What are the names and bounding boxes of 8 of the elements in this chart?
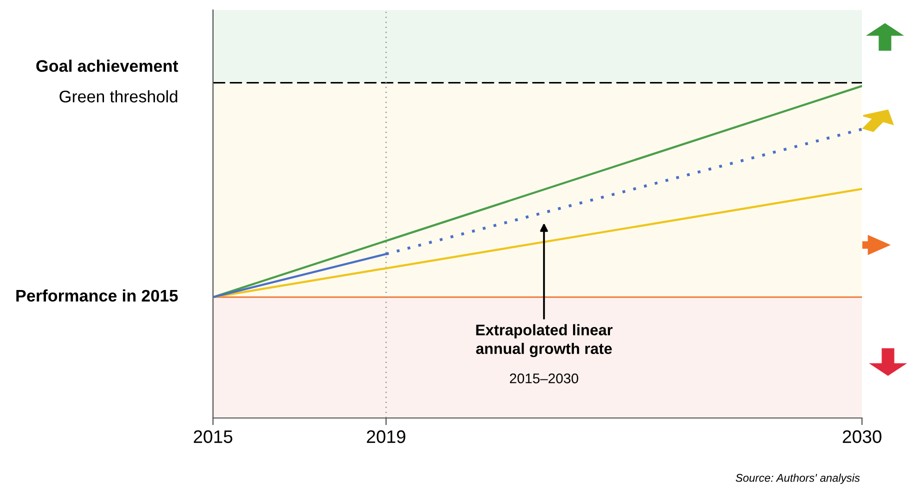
- x-tick-label: 2019: [366, 430, 406, 444]
- x-tick-label: 2030: [842, 430, 882, 444]
- annotation: Extrapolated linear annual growth rate: [476, 324, 613, 358]
- x-tick-label: 2015: [194, 430, 232, 444]
- ref-line-label: Goal achievement Green threshold: [36, 60, 178, 102]
- annotation: 2015–2030: [510, 373, 578, 384]
- source-note: Source: Authors' analysis: [736, 474, 860, 484]
- ref-line-label: Performance in 2015: [16, 289, 178, 302]
